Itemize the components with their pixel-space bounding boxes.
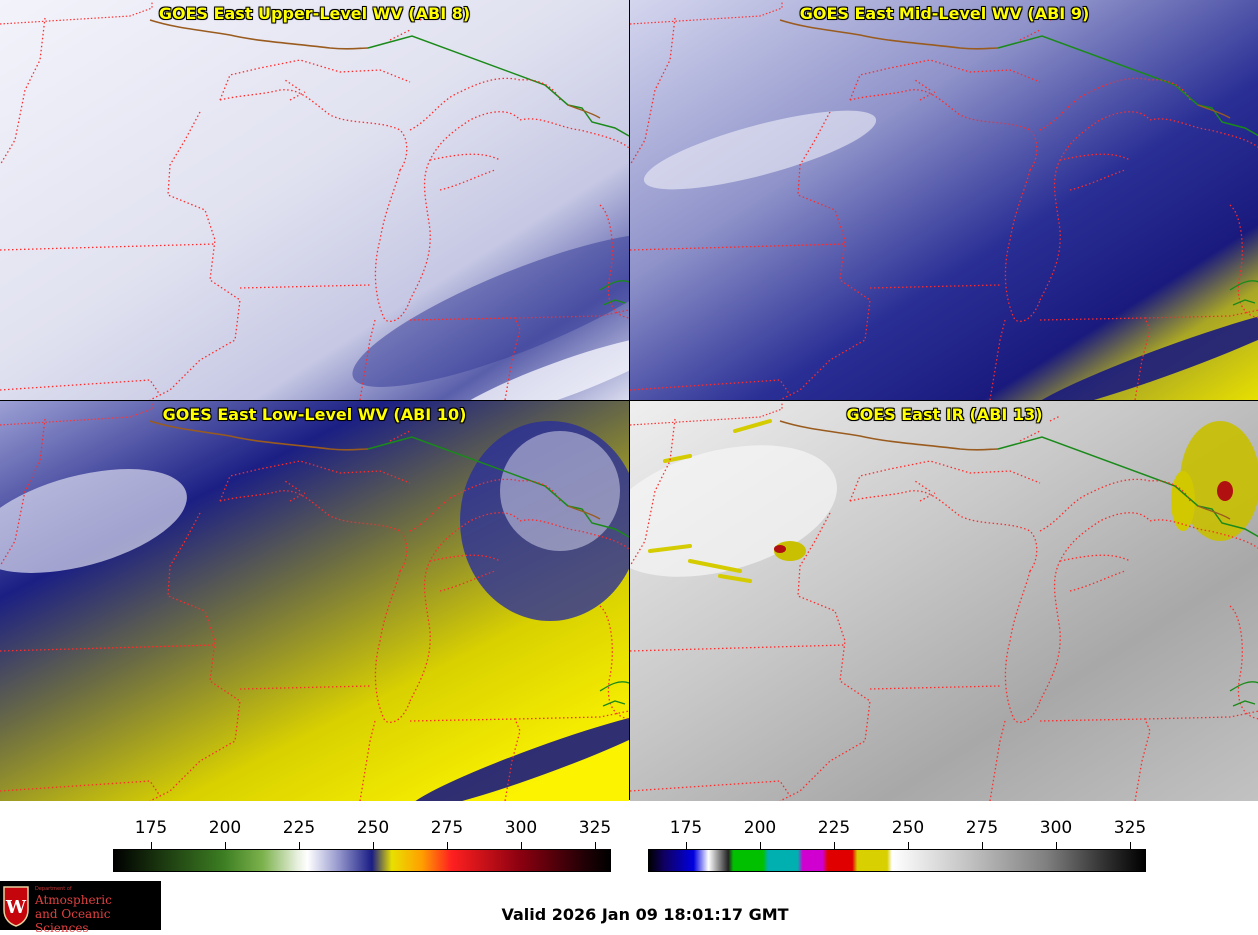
panel-mid-level-wv: GOES East Mid-Level WV (ABI 9) xyxy=(630,0,1258,400)
panel-title: GOES East Low-Level WV (ABI 10) xyxy=(162,405,467,424)
tick-label: 200 xyxy=(743,818,777,838)
tick-label: 250 xyxy=(356,818,390,838)
tick-label: 225 xyxy=(817,818,851,838)
colorbar-ir-ticks: 175 200 225 250 275 300 325 xyxy=(648,818,1146,850)
svg-text:W: W xyxy=(5,897,27,918)
panel-title: GOES East IR (ABI 13) xyxy=(846,405,1043,424)
panel-upper-level-wv: GOES East Upper-Level WV (ABI 8) xyxy=(0,0,629,400)
logo-line1: Atmospheric xyxy=(35,893,112,907)
panel-divider-horizontal xyxy=(0,400,1258,401)
tick-label: 175 xyxy=(669,818,703,838)
tick-label: 275 xyxy=(965,818,999,838)
logo-department: Department of xyxy=(35,886,72,892)
valid-time: Valid 2026 Jan 09 18:01:17 GMT xyxy=(501,905,789,924)
panel-title: GOES East Upper-Level WV (ABI 8) xyxy=(158,4,471,23)
tick-label: 325 xyxy=(578,818,612,838)
upper-level-wv-image xyxy=(0,0,629,400)
colorbar-wv-ticks: 175 200 225 250 275 300 325 xyxy=(113,818,611,850)
tick-label: 275 xyxy=(430,818,464,838)
tick-label: 300 xyxy=(1039,818,1073,838)
tick-label: 200 xyxy=(208,818,242,838)
panel-low-level-wv: GOES East Low-Level WV (ABI 10) xyxy=(0,401,629,801)
low-level-wv-image xyxy=(0,401,629,801)
tick-label: 225 xyxy=(282,818,316,838)
logo-line2: and Oceanic Sciences xyxy=(35,907,111,935)
aos-logo: W Department of Atmospheric and Oceanic … xyxy=(0,881,161,935)
tick-label: 300 xyxy=(504,818,538,838)
colorbar-ir xyxy=(648,849,1146,872)
panel-ir: GOES East IR (ABI 13) xyxy=(630,401,1258,801)
tick-label: 250 xyxy=(891,818,925,838)
tick-label: 325 xyxy=(1113,818,1147,838)
uw-crest-icon: W xyxy=(3,886,29,927)
tick-label: 175 xyxy=(134,818,168,838)
colorbar-wv xyxy=(113,849,611,872)
mid-level-wv-image xyxy=(630,0,1258,400)
panel-title: GOES East Mid-Level WV (ABI 9) xyxy=(799,4,1090,23)
ir-image xyxy=(630,401,1258,801)
